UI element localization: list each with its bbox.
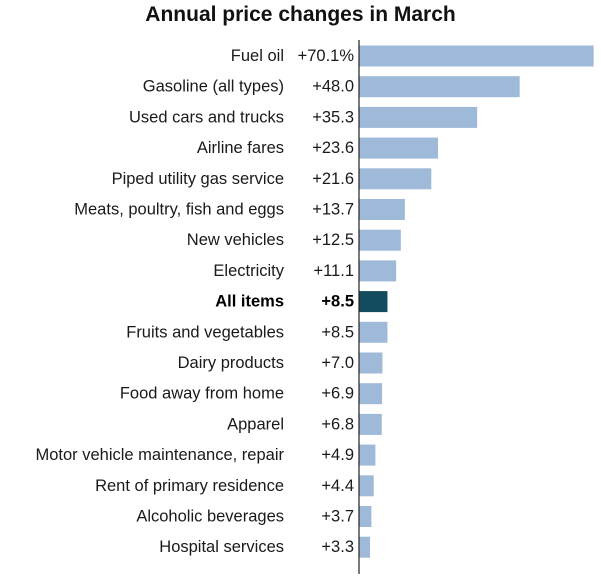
value-label: +3.7 [321, 508, 354, 526]
value-label: +21.6 [312, 170, 354, 188]
bar-airline-fares [359, 137, 438, 159]
value-label: +70.1% [298, 47, 355, 65]
bar-used-cars-and-trucks [359, 106, 478, 128]
value-label: +7.0 [321, 354, 354, 372]
category-label: Dairy products [178, 354, 284, 372]
value-label: +13.7 [312, 201, 354, 219]
category-label: Motor vehicle maintenance, repair [35, 446, 284, 464]
category-label: Hospital services [159, 538, 284, 556]
bar-fuel-oil [359, 45, 594, 67]
bar-rent-of-primary-residence [359, 475, 374, 497]
bar-electricity [359, 260, 397, 282]
bar-apparel [359, 413, 382, 435]
value-label: +3.3 [321, 538, 354, 556]
category-label: Meats, poultry, fish and eggs [74, 201, 284, 219]
category-label: Food away from home [120, 385, 284, 403]
category-label: Piped utility gas service [112, 170, 284, 188]
category-label: Apparel [227, 415, 284, 433]
bar-dairy-products [359, 352, 383, 374]
category-label: Used cars and trucks [129, 108, 284, 126]
bar-motor-vehicle-maintenance-repair [359, 444, 376, 466]
chart-title: Annual price changes in March [145, 3, 456, 26]
bar-alcoholic-beverages [359, 506, 372, 527]
value-label: +4.4 [321, 477, 354, 495]
bar-gasoline-all-types [359, 76, 520, 98]
bar-new-vehicles [359, 229, 401, 251]
value-label: +11.1 [313, 262, 354, 280]
bar-meats-poultry-fish-and-eggs [359, 199, 405, 220]
category-label: Fuel oil [231, 47, 284, 65]
bar-fruits-and-vegetables [359, 321, 388, 343]
category-label: New vehicles [187, 231, 284, 249]
value-label: +48.0 [312, 78, 354, 96]
value-label: +4.9 [321, 446, 354, 464]
bar-food-away-from-home [359, 383, 383, 405]
value-label: +12.5 [312, 231, 354, 249]
category-label: All items [215, 293, 284, 311]
bar-all-items [359, 291, 388, 313]
category-label: Alcoholic beverages [136, 508, 284, 526]
value-label: +8.5 [321, 293, 354, 311]
category-label: Gasoline (all types) [143, 78, 284, 96]
bar-piped-utility-gas-service [359, 168, 432, 190]
category-label: Airline fares [197, 139, 284, 157]
category-label: Fruits and vegetables [126, 323, 284, 341]
category-label: Rent of primary residence [95, 477, 284, 495]
value-label: +6.9 [321, 385, 354, 403]
value-label: +8.5 [321, 323, 354, 341]
value-label: +35.3 [312, 108, 354, 126]
value-label: +6.8 [321, 415, 354, 433]
category-label: Electricity [213, 262, 284, 280]
bar-hospital-services [359, 536, 371, 558]
value-label: +23.6 [312, 139, 354, 157]
